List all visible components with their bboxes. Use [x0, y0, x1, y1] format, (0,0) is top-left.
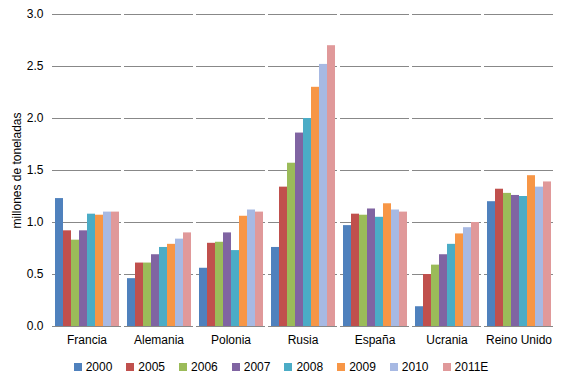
- svg-text:0.0: 0.0: [27, 319, 44, 333]
- svg-text:2.5: 2.5: [27, 59, 44, 73]
- svg-text:Alemania: Alemania: [134, 333, 184, 347]
- svg-text:España: España: [355, 333, 396, 347]
- svg-text:Francia: Francia: [67, 333, 107, 347]
- svg-text:Ucrania: Ucrania: [426, 333, 468, 347]
- svg-text:Rusia: Rusia: [288, 333, 319, 347]
- svg-text:1.0: 1.0: [27, 215, 44, 229]
- html-text:2006: 2006: [191, 360, 218, 374]
- svg-text:0.5: 0.5: [27, 267, 44, 281]
- svg-text:millones de toneladas: millones de toneladas: [10, 112, 24, 228]
- html-text:2008: 2008: [296, 360, 324, 374]
- html-text:2011E: 2011E: [454, 360, 489, 374]
- html-text:2005: 2005: [138, 360, 165, 374]
- html-text:2007: 2007: [243, 360, 271, 374]
- svg-text:3.0: 3.0: [27, 7, 44, 21]
- html-text:2009: 2009: [349, 360, 376, 374]
- html-text:2010: 2010: [401, 360, 429, 374]
- svg-text:Polonia: Polonia: [211, 333, 251, 347]
- svg-text:Reino Unido: Reino Unido: [486, 333, 552, 347]
- svg-text:1.5: 1.5: [27, 163, 44, 177]
- svg-text:2.0: 2.0: [27, 111, 44, 125]
- html-text:2000: 2000: [85, 360, 113, 374]
